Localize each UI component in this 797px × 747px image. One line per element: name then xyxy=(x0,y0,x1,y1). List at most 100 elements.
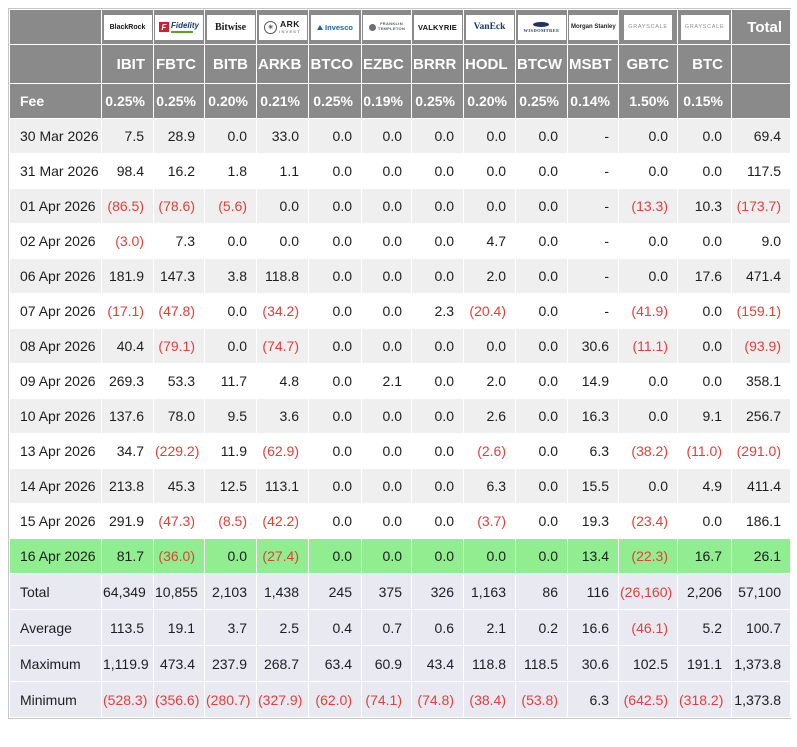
date-cell: 08 Apr 2026 xyxy=(9,328,102,364)
value-cell-EZBC: 0.0 xyxy=(361,538,412,574)
value-cell-GBTC: 0.0 xyxy=(618,153,678,189)
value-cell-BTCW: 0.0 xyxy=(515,328,568,364)
table-row: 15 Apr 2026 291.9 (47.3) (8.5) (42.2) 0.0 0.0 0… xyxy=(9,503,791,539)
grayscale-logo-text: GRAYSCALE xyxy=(628,24,668,30)
summary-value-GBTC: (46.1) xyxy=(618,609,678,646)
value-cell-BITB: 0.0 xyxy=(204,328,257,364)
value-cell-BRRR: 0.0 xyxy=(411,398,464,434)
value-cell-BTCW: 0.0 xyxy=(515,398,568,434)
row-total-cell: (93.9) xyxy=(731,328,791,364)
value-cell-MSBT: 14.9 xyxy=(567,363,619,399)
value-cell-FBTC: 78.0 xyxy=(153,398,205,434)
value-cell-BTC: 16.7 xyxy=(677,538,732,574)
value-cell-ARKB: 113.1 xyxy=(256,468,309,504)
value-cell-GBTC: (23.4) xyxy=(618,503,678,539)
summary-label: Average xyxy=(9,609,102,646)
value-cell-FBTC: 28.9 xyxy=(153,118,205,154)
page: BlackRock F Fidelity Bitwise ✳ ARK INVEST Inves… xyxy=(8,8,791,719)
value-cell-MSBT: - xyxy=(567,293,619,329)
fee-MSBT: 0.14% xyxy=(567,83,619,119)
value-cell-BITB: 0.0 xyxy=(204,293,257,329)
ticker-MSBT: MSBT xyxy=(567,44,619,84)
value-cell-ARKB: (42.2) xyxy=(256,503,309,539)
blackrock-logo-text: BlackRock xyxy=(109,23,146,31)
morganstanley-logo: Morgan Stanley xyxy=(569,14,618,40)
summary-value-HODL: 2.1 xyxy=(463,609,516,646)
fee-row: Fee 0.25% 0.25% 0.20% 0.21% 0.25% 0.19% 0.25% 0.… xyxy=(9,83,791,119)
date-cell: 10 Apr 2026 xyxy=(9,398,102,434)
value-cell-ARKB: 118.8 xyxy=(256,258,309,294)
table-row: 13 Apr 2026 34.7 (229.2) 11.9 (62.9) 0.0 0.0 0.… xyxy=(9,433,791,469)
etf-flow-table-frame: BlackRock F Fidelity Bitwise ✳ ARK INVEST Inves… xyxy=(8,8,791,719)
vaneck-logo: VanEck xyxy=(465,14,514,40)
value-cell-MSBT: - xyxy=(567,118,619,154)
summary-value-BTCW: 0.2 xyxy=(515,609,568,646)
summary-value-ARKB: 268.7 xyxy=(256,645,309,682)
summary-value-BTC: 2,206 xyxy=(677,573,732,610)
value-cell-MSBT: - xyxy=(567,223,619,259)
summary-value-BTCO: (62.0) xyxy=(308,681,362,718)
value-cell-MSBT: 19.3 xyxy=(567,503,619,539)
summary-total-cell: 1,373.8 xyxy=(731,681,791,718)
value-cell-BTCO: 0.0 xyxy=(308,188,362,224)
value-cell-ARKB: 0.0 xyxy=(256,223,309,259)
value-cell-MSBT: 13.4 xyxy=(567,538,619,574)
franklin-line1: FRANKLIN xyxy=(380,21,403,27)
summary-value-BTCW: (53.8) xyxy=(515,681,568,718)
summary-value-EZBC: (74.1) xyxy=(361,681,412,718)
row-total-cell: (173.7) xyxy=(731,188,791,224)
value-cell-IBIT: 34.7 xyxy=(101,433,154,469)
bitcoin-etf-flow-table: BlackRock F Fidelity Bitwise ✳ ARK INVEST Inves… xyxy=(9,9,791,718)
provider-cell-EZBC: FRANKLIN TEMPLETON xyxy=(361,9,412,45)
table-row: 06 Apr 2026 181.9 147.3 3.8 118.8 0.0 0.0 0.0 2.… xyxy=(9,258,791,294)
fee-ARKB: 0.21% xyxy=(256,83,309,119)
ark-logo-subtext: INVEST xyxy=(279,28,301,34)
value-cell-IBIT: 7.5 xyxy=(101,118,154,154)
value-cell-FBTC: (47.3) xyxy=(153,503,205,539)
value-cell-HODL: 2.0 xyxy=(463,363,516,399)
value-cell-MSBT: 16.3 xyxy=(567,398,619,434)
summary-label: Minimum xyxy=(9,681,102,718)
value-cell-BITB: 11.9 xyxy=(204,433,257,469)
wisdomtree-mark-icon xyxy=(533,21,550,27)
value-cell-IBIT: (86.5) xyxy=(101,188,154,224)
date-cell: 02 Apr 2026 xyxy=(9,223,102,259)
value-cell-MSBT: 30.6 xyxy=(567,328,619,364)
provider-cell-FBTC: F Fidelity xyxy=(153,9,205,45)
value-cell-ARKB: (74.7) xyxy=(256,328,309,364)
date-cell: 06 Apr 2026 xyxy=(9,258,102,294)
value-cell-GBTC: (11.1) xyxy=(618,328,678,364)
summary-row: Maximum 1,119.9 473.4 237.9 268.7 63.4 60.9 43.… xyxy=(9,645,791,682)
value-cell-IBIT: (3.0) xyxy=(101,223,154,259)
summary-value-BITB: (280.7) xyxy=(204,681,257,718)
ticker-BTCO: BTCO xyxy=(308,44,362,84)
value-cell-HODL: 0.0 xyxy=(463,328,516,364)
value-cell-BTCO: 0.0 xyxy=(308,433,362,469)
value-cell-BTCO: 0.0 xyxy=(308,223,362,259)
total-fee-cell xyxy=(731,83,791,119)
ark-logo-text: ARK xyxy=(280,19,300,30)
summary-value-MSBT: 116 xyxy=(567,573,619,610)
summary-value-IBIT: 113.5 xyxy=(101,609,154,646)
ticker-ARKB: ARKB xyxy=(256,44,309,84)
value-cell-FBTC: 53.3 xyxy=(153,363,205,399)
provider-cell-ARKB: ✳ ARK INVEST xyxy=(256,9,309,45)
value-cell-HODL: 6.3 xyxy=(463,468,516,504)
value-cell-BTCW: 0.0 xyxy=(515,433,568,469)
value-cell-BRRR: 0.0 xyxy=(411,118,464,154)
table-row: 16 Apr 2026 81.7 (36.0) 0.0 (27.4) 0.0 0.0 0.0 0… xyxy=(9,538,791,574)
summary-value-GBTC: (26,160) xyxy=(618,573,678,610)
value-cell-BTCO: 0.0 xyxy=(308,258,362,294)
fee-FBTC: 0.25% xyxy=(153,83,205,119)
value-cell-HODL: 0.0 xyxy=(463,188,516,224)
value-cell-BTCO: 0.0 xyxy=(308,328,362,364)
value-cell-FBTC: (47.8) xyxy=(153,293,205,329)
value-cell-IBIT: 269.3 xyxy=(101,363,154,399)
value-cell-EZBC: 0.0 xyxy=(361,468,412,504)
wisdomtree-logo: WISDOMTREE xyxy=(517,14,566,40)
value-cell-BITB: 12.5 xyxy=(204,468,257,504)
value-cell-BTC: 0.0 xyxy=(677,153,732,189)
ticker-BTC: BTC xyxy=(677,44,732,84)
table-row: 02 Apr 2026 (3.0) 7.3 0.0 0.0 0.0 0.0 0.0 4.7 0.0… xyxy=(9,223,791,259)
value-cell-BRRR: 0.0 xyxy=(411,223,464,259)
